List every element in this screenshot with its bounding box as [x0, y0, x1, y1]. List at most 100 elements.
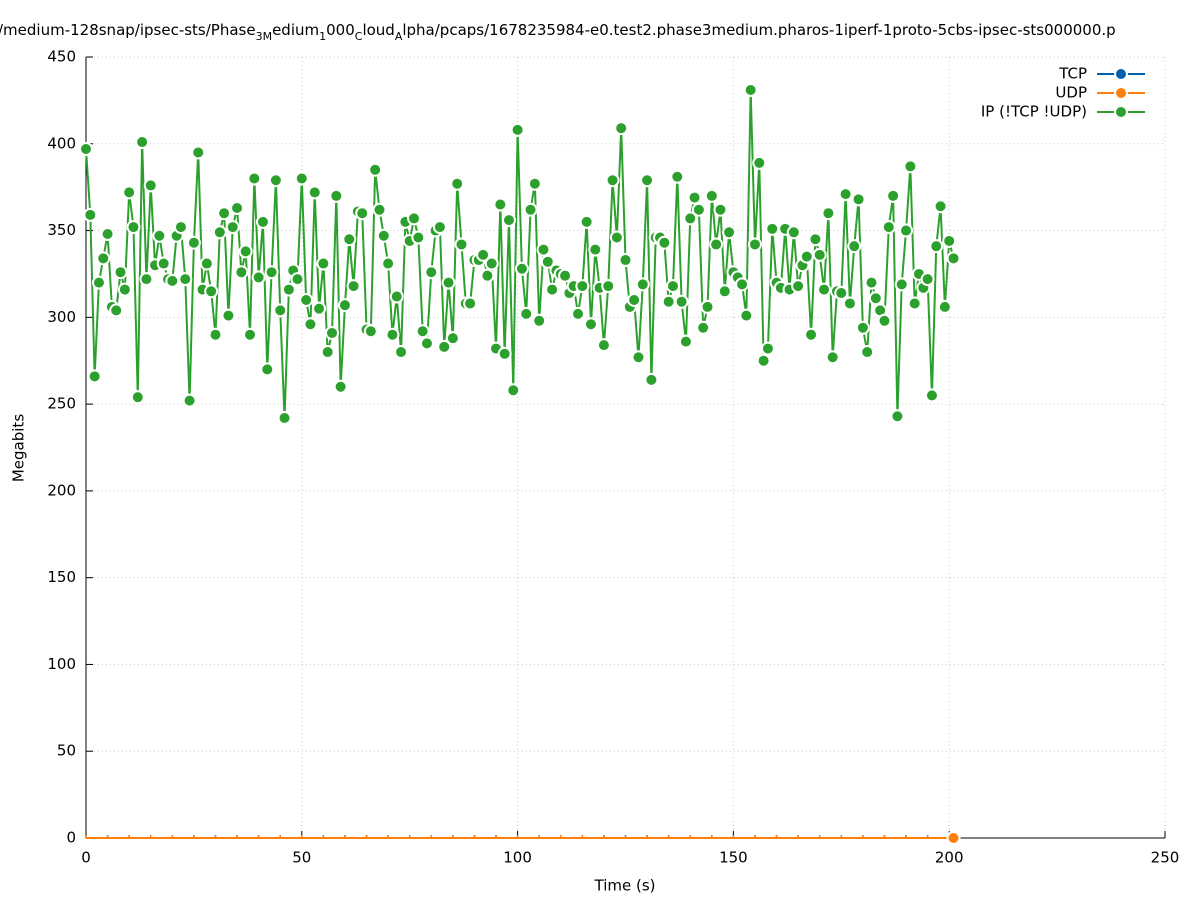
- data-point: [238, 244, 253, 259]
- data-point: [532, 313, 547, 328]
- data-point: [527, 176, 542, 191]
- data-point: [605, 173, 620, 188]
- data-point: [415, 324, 430, 339]
- data-point: [579, 214, 594, 229]
- data-point: [251, 270, 266, 285]
- data-point: [907, 296, 922, 311]
- data-point: [678, 334, 693, 349]
- data-point: [337, 298, 352, 313]
- data-point: [575, 279, 590, 294]
- data-point: [346, 279, 361, 294]
- data-point: [838, 187, 853, 202]
- y-tick-label: 450: [47, 48, 76, 66]
- data-point: [312, 301, 327, 316]
- data-point: [376, 228, 391, 243]
- data-point: [234, 265, 249, 280]
- y-tick-label: 250: [47, 395, 76, 413]
- data-point: [255, 214, 270, 229]
- data-point: [325, 325, 340, 340]
- data-point: [389, 289, 404, 304]
- data-point: [139, 272, 154, 287]
- data-point: [661, 294, 676, 309]
- x-tick-label: 250: [1151, 849, 1180, 867]
- data-point: [83, 207, 98, 222]
- data-point: [791, 279, 806, 294]
- data-point: [273, 303, 288, 318]
- legend-marker: [1114, 67, 1128, 81]
- y-tick-label: 400: [47, 134, 76, 152]
- data-point: [937, 299, 952, 314]
- data-point: [717, 284, 732, 299]
- data-point: [804, 327, 819, 342]
- data-point: [109, 303, 124, 318]
- data-point: [381, 256, 396, 271]
- data-point: [191, 145, 206, 160]
- data-point: [355, 206, 370, 221]
- data-point: [868, 291, 883, 306]
- data-point: [493, 197, 508, 212]
- data-point: [523, 202, 538, 217]
- data-point: [437, 339, 452, 354]
- data-point: [631, 350, 646, 365]
- data-point: [635, 277, 650, 292]
- data-point: [307, 185, 322, 200]
- data-point: [165, 273, 180, 288]
- data-point: [424, 265, 439, 280]
- data-point: [225, 220, 240, 235]
- data-point: [687, 190, 702, 205]
- data-point: [946, 251, 961, 266]
- data-point: [765, 221, 780, 236]
- data-point: [113, 265, 128, 280]
- data-point: [942, 233, 957, 248]
- data-point: [230, 200, 245, 215]
- data-point: [506, 383, 521, 398]
- data-point: [290, 272, 305, 287]
- data-point: [670, 169, 685, 184]
- title-part: /medium-128snap/ipsec-sts/Phase: [0, 21, 256, 39]
- title-part: 3M: [256, 30, 273, 43]
- data-point: [130, 390, 145, 405]
- y-tick-label: 100: [47, 655, 76, 673]
- data-point: [614, 121, 629, 136]
- data-point: [441, 275, 456, 290]
- data-point: [303, 317, 318, 332]
- data-point: [834, 286, 849, 301]
- data-point: [186, 235, 201, 250]
- data-point: [924, 388, 939, 403]
- data-point: [596, 338, 611, 353]
- data-point: [735, 277, 750, 292]
- data-point: [329, 188, 344, 203]
- data-point: [683, 211, 698, 226]
- data-point: [217, 206, 232, 221]
- data-point: [454, 237, 469, 252]
- data-point: [691, 202, 706, 217]
- data-point: [407, 211, 422, 226]
- data-point: [825, 350, 840, 365]
- data-point: [709, 237, 724, 252]
- data-point: [204, 284, 219, 299]
- data-point: [747, 237, 762, 252]
- data-point: [847, 239, 862, 254]
- data-point: [933, 199, 948, 214]
- data-point: [640, 173, 655, 188]
- data-point: [842, 296, 857, 311]
- data-point: [221, 308, 236, 323]
- data-point: [812, 247, 827, 262]
- data-point: [609, 230, 624, 245]
- data-point: [445, 331, 460, 346]
- data-point: [247, 171, 262, 186]
- legend-label: TCP: [1058, 65, 1087, 83]
- data-point: [657, 235, 672, 250]
- data-point: [450, 176, 465, 191]
- data-point: [463, 296, 478, 311]
- data-point: [674, 294, 689, 309]
- data-point: [510, 122, 525, 137]
- data-point: [368, 162, 383, 177]
- data-point: [899, 223, 914, 238]
- data-point: [920, 272, 935, 287]
- data-point: [419, 336, 434, 351]
- data-point: [135, 135, 150, 150]
- data-point: [696, 320, 711, 335]
- data-point: [799, 249, 814, 264]
